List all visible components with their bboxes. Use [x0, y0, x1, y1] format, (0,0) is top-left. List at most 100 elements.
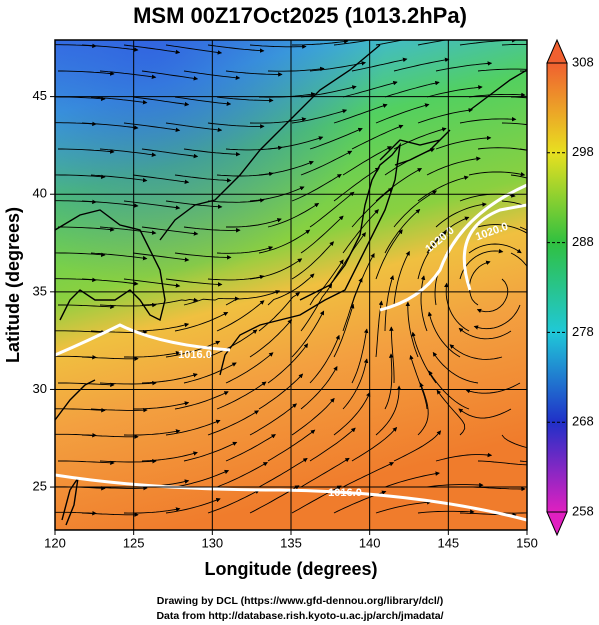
streamline: [183, 362, 237, 384]
streamline: [99, 302, 157, 308]
streamline: [99, 226, 157, 235]
streamline: [174, 96, 232, 106]
streamline: [291, 241, 335, 280]
streamline: [351, 426, 398, 462]
streamline: [477, 460, 527, 466]
streamline: [291, 174, 342, 202]
streamline: [409, 354, 428, 410]
streamline: [333, 40, 373, 46]
streamline: [417, 382, 429, 436]
streamline: [55, 174, 106, 179]
streamline: [405, 301, 419, 358]
streamline: [132, 174, 190, 185]
streamline: [435, 202, 487, 228]
x-tick-label: 140: [359, 535, 381, 550]
streamline: [300, 150, 353, 176]
streamline: [258, 373, 304, 410]
streamline: [249, 117, 307, 124]
streamline: [58, 460, 115, 466]
streamline: [427, 311, 461, 358]
streamline: [333, 392, 371, 436]
streamline: [249, 319, 293, 358]
streamline: [207, 329, 258, 358]
streamline: [58, 70, 115, 76]
streamline: [132, 252, 190, 262]
streamline: [420, 275, 428, 332]
streamline: [375, 229, 403, 280]
streamline: [225, 352, 274, 384]
streamline: [417, 175, 469, 202]
streamline: [216, 246, 274, 254]
streamline: [384, 353, 394, 410]
streamline: [435, 135, 492, 150]
streamline: [501, 200, 527, 207]
x-tick-label: 120: [44, 535, 66, 550]
streamline: [384, 471, 440, 488]
streamline: [90, 96, 148, 105]
streamline: [99, 70, 157, 80]
streamline: [58, 148, 115, 154]
streamline: [384, 275, 395, 332]
streamline: [477, 224, 527, 234]
streamline: [465, 382, 521, 394]
streamline: [375, 385, 402, 436]
contour-label: 1016.0: [328, 487, 362, 499]
streamline: [300, 85, 357, 98]
streamline: [90, 407, 148, 413]
x-tick-label: 150: [516, 535, 538, 550]
streamline: [258, 292, 301, 332]
streamline: [207, 489, 260, 514]
streamline: [267, 273, 315, 306]
streamline: [417, 231, 447, 280]
streamline: [133, 401, 190, 410]
contour-label: 1016.0: [178, 349, 212, 361]
streamline: [132, 322, 190, 332]
streamline: [468, 260, 491, 306]
streamline: [81, 200, 139, 208]
streamline: [393, 127, 447, 150]
streamline: [351, 328, 369, 384]
streamlines: [55, 40, 527, 518]
streamline: [333, 167, 380, 202]
streamline: [55, 252, 106, 257]
streamline: [174, 174, 232, 183]
streamline: [393, 57, 450, 72]
streamline: [81, 512, 139, 518]
streamline: [309, 259, 344, 306]
colorbar-tick-label: 268: [572, 414, 594, 429]
streamline: [141, 451, 198, 462]
streamline: [58, 304, 115, 310]
streamline: [333, 232, 366, 280]
streamline: [81, 278, 139, 286]
x-tick-label: 125: [123, 535, 145, 550]
streamline: [375, 40, 405, 46]
streamline: [81, 44, 139, 52]
streamline: [165, 498, 221, 514]
streamline: [351, 57, 408, 72]
grid: [55, 40, 527, 530]
streamline: [436, 389, 466, 436]
streamline: [81, 122, 139, 130]
streamline: [174, 391, 229, 410]
streamline: [292, 40, 349, 46]
streamline: [174, 311, 229, 332]
streamline: [510, 96, 527, 99]
streamline: [510, 252, 527, 268]
colorbar: 258 268 278 288 298 308: [546, 38, 594, 537]
streamline: [309, 61, 367, 72]
streamline: [226, 218, 282, 228]
streamline: [417, 40, 449, 46]
streamline: [216, 300, 265, 332]
streamline: [225, 290, 281, 306]
streamline: [375, 103, 430, 124]
streamline: [141, 297, 199, 306]
streamline: [267, 343, 309, 384]
streamline: [342, 209, 379, 254]
streamline: [58, 226, 115, 232]
colorbar-tick-label: 288: [572, 234, 594, 249]
streamline: [267, 136, 324, 150]
colorbar-tick-label: 298: [572, 144, 594, 159]
colorbar-body: [546, 62, 568, 513]
